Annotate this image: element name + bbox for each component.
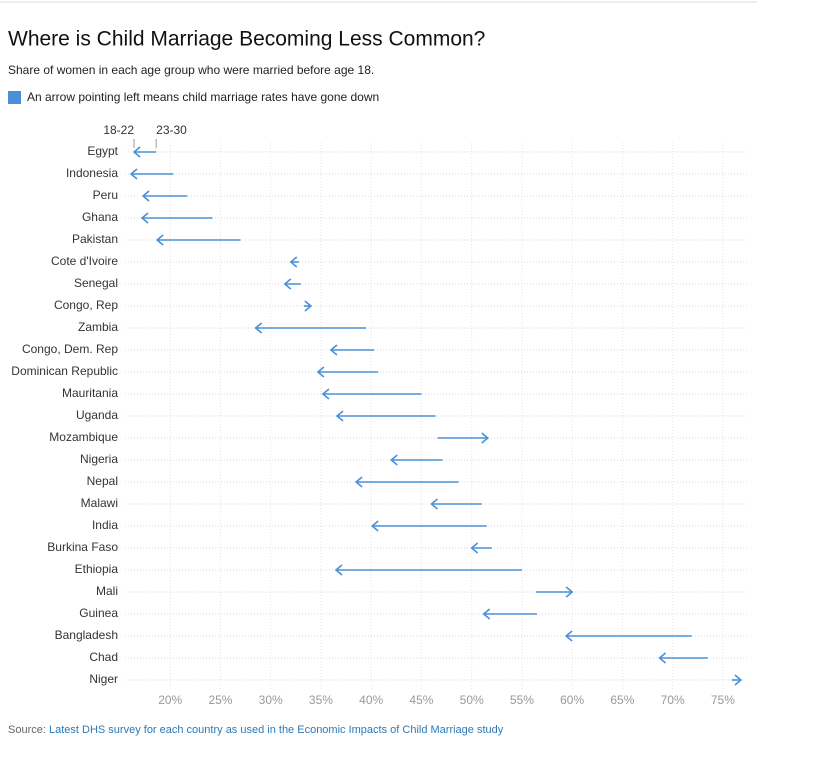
arrow-head	[254, 322, 263, 334]
x-tick-label: 70%	[661, 693, 685, 707]
series-label: 18-22	[103, 123, 134, 137]
arrow-head	[140, 212, 149, 224]
arrow-head	[564, 630, 573, 642]
y-tick-label: Burkina Faso	[47, 540, 118, 554]
y-tick-label: Uganda	[76, 408, 118, 422]
arrow-head	[283, 278, 292, 290]
arrow-head	[289, 256, 298, 268]
arrow-head	[129, 168, 138, 180]
y-tick-label: Indonesia	[66, 166, 118, 180]
arrow-head	[316, 366, 325, 378]
arrow-head	[132, 146, 141, 158]
y-tick-label: Nigeria	[80, 452, 118, 466]
y-tick-label: Mauritania	[62, 386, 118, 400]
arrow-head	[141, 190, 150, 202]
arrow-head	[481, 432, 489, 444]
arrow-head	[329, 344, 338, 356]
y-tick-label: Mozambique	[49, 430, 118, 444]
chart-subtitle: Share of women in each age group who wer…	[8, 63, 374, 77]
y-tick-label: Guinea	[79, 606, 118, 620]
series-label: 23-30	[156, 123, 187, 137]
x-tick-label: 65%	[610, 693, 634, 707]
chart-title: Where is Child Marriage Becoming Less Co…	[8, 28, 485, 51]
y-tick-label: Pakistan	[72, 232, 118, 246]
arrow-head	[354, 476, 363, 488]
arrow-head	[734, 674, 743, 686]
x-tick-label: 25%	[208, 693, 232, 707]
arrow-head	[658, 652, 667, 664]
y-tick-label: Mali	[96, 584, 118, 598]
y-tick-label: Egypt	[87, 144, 118, 158]
x-tick-label: 40%	[359, 693, 383, 707]
x-tick-label: 45%	[409, 693, 433, 707]
y-tick-label: Senegal	[74, 276, 118, 290]
x-tick-label: 75%	[711, 693, 735, 707]
arrow-head	[470, 542, 479, 554]
y-tick-label: Congo, Rep	[54, 298, 118, 312]
arrow-head	[370, 520, 379, 532]
arrow-head	[565, 586, 574, 598]
y-tick-label: Cote d'Ivoire	[51, 254, 118, 268]
x-tick-label: 50%	[460, 693, 484, 707]
arrow-head	[155, 234, 164, 246]
y-tick-label: Dominican Republic	[11, 364, 118, 378]
arrow-head	[334, 564, 343, 576]
x-tick-label: 60%	[560, 693, 584, 707]
x-tick-label: 20%	[158, 693, 182, 707]
x-tick-label: 55%	[510, 693, 534, 707]
y-tick-label: Nepal	[87, 474, 118, 488]
legend-note: An arrow pointing left means child marri…	[27, 90, 379, 104]
y-tick-label: Malawi	[81, 496, 118, 510]
y-tick-label: Chad	[89, 650, 118, 664]
source-link[interactable]: Latest DHS survey for each country as us…	[49, 724, 504, 736]
arrow-head	[321, 388, 330, 400]
x-tick-label: 30%	[259, 693, 283, 707]
source-label: Source:	[8, 724, 46, 736]
y-tick-label: India	[92, 518, 118, 532]
y-tick-label: Peru	[93, 188, 118, 202]
y-tick-label: Ethiopia	[75, 562, 119, 576]
y-tick-label: Congo, Dem. Rep	[22, 342, 118, 356]
y-tick-label: Niger	[89, 672, 118, 686]
arrow-head	[304, 300, 313, 312]
y-tick-label: Ghana	[82, 210, 118, 224]
y-tick-label: Zambia	[78, 320, 118, 334]
arrow-head	[390, 454, 398, 466]
arrow-head	[430, 498, 438, 510]
y-tick-label: Bangladesh	[55, 628, 118, 642]
legend-swatch	[8, 91, 21, 104]
arrow-head	[335, 410, 344, 422]
x-tick-label: 35%	[309, 693, 333, 707]
arrow-head	[482, 608, 491, 620]
